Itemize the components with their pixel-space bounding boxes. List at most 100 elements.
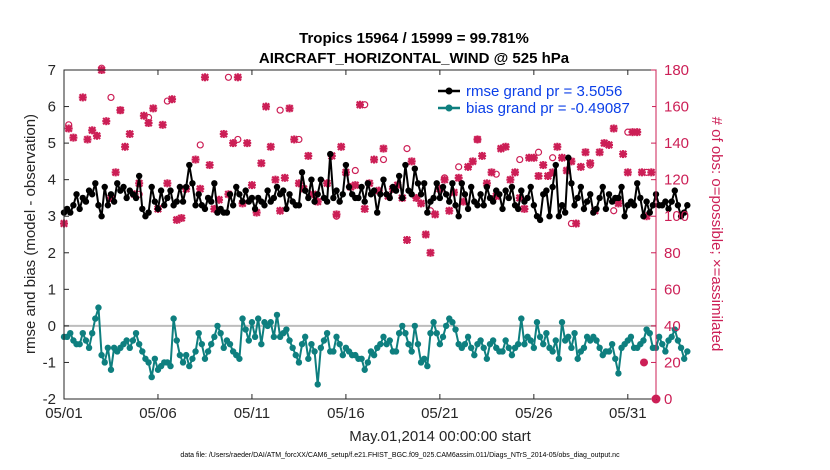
obs-assimilated-marker	[280, 173, 289, 182]
bias-point	[489, 337, 497, 344]
bias-point	[677, 344, 685, 352]
rmse-point	[186, 161, 193, 169]
rmse-point	[270, 194, 278, 202]
legend-rmse-marker-icon	[445, 87, 453, 95]
bias-point	[301, 333, 309, 341]
rmse-point	[261, 202, 268, 209]
plot-area: 05/01 05/06 05/11 05/16 05/21 05/26 05/31 -2 -1 0…	[43, 62, 691, 422]
y-tick-label: 0	[48, 318, 56, 335]
bias-point	[132, 330, 140, 337]
x-axis-label: May.01,2014 00:00:00 start	[349, 428, 531, 445]
obs-assimilated-marker	[431, 210, 440, 219]
obs-assimilated-marker	[539, 161, 548, 170]
obs-assimilated-marker	[247, 181, 256, 190]
obs-assimilated-marker	[191, 155, 200, 164]
rmse-point	[665, 205, 672, 213]
bias-point	[182, 351, 190, 359]
bias-point	[214, 322, 221, 330]
rmse-point	[173, 198, 180, 205]
obs-assimilated-marker	[576, 162, 585, 171]
obs-assimilated-marker	[553, 142, 562, 151]
bias-point	[555, 355, 563, 362]
obs-possible-marker	[492, 170, 500, 178]
axis-ticks: 05/01 05/06 05/11 05/16 05/21 05/26 05/31 -2 -1 0…	[43, 62, 689, 422]
legend-bias-marker-icon	[445, 104, 453, 112]
rmse-point	[524, 194, 531, 202]
bias-point	[305, 355, 312, 362]
rmse-point	[399, 194, 406, 202]
rmse-point	[251, 205, 259, 213]
rmse-point	[411, 165, 419, 172]
bias-point	[220, 344, 227, 352]
rmse-point	[662, 198, 669, 205]
obs-possible-marker	[276, 106, 284, 114]
x-tick-label: 05/06	[139, 405, 177, 422]
rmse-point	[95, 202, 102, 209]
bias-point	[552, 337, 559, 344]
obs-possible-marker	[163, 97, 171, 105]
y-right-tick-label: 20	[664, 354, 681, 371]
obs-assimilated-marker	[501, 142, 510, 151]
y-right-tick-label: 100	[664, 208, 689, 225]
bias-point	[593, 337, 600, 344]
y-tick-label: 1	[48, 281, 56, 298]
rmse-point	[208, 198, 215, 205]
rmse-point	[286, 191, 293, 198]
rmse-point	[135, 172, 143, 180]
rmse-point	[518, 187, 525, 194]
y-tick-label: -1	[43, 354, 56, 371]
bias-point	[549, 348, 556, 355]
bias-point	[245, 337, 253, 344]
rmse-point	[530, 202, 538, 209]
rmse-point	[574, 194, 581, 202]
rmse-point	[226, 191, 234, 198]
legend-entry-bias[interactable]: bias grand pr = -0.49087	[438, 100, 630, 117]
bias-point	[201, 355, 209, 362]
rmse-point	[110, 198, 118, 205]
bias-point	[95, 304, 102, 311]
bias-point	[217, 330, 224, 337]
obs-assimilated-marker	[407, 157, 416, 166]
rmse-point	[223, 209, 231, 216]
bias-point	[239, 315, 246, 322]
y-right-tick-label: 40	[664, 318, 681, 335]
legend-entry-rmse[interactable]: rmse grand pr = 3.5056	[438, 83, 622, 100]
bias-point	[176, 351, 184, 359]
rmse-point	[505, 194, 512, 202]
bias-point	[439, 333, 447, 341]
x-tick-label: 05/31	[609, 405, 647, 422]
bias-point	[530, 344, 538, 352]
obs-assimilated-marker	[511, 168, 520, 177]
obs-possible-marker	[107, 93, 115, 102]
obs-possible-marker	[116, 106, 124, 114]
obs-possible-marker	[224, 73, 233, 81]
obs-assimilated-marker	[196, 184, 205, 193]
rmse-point	[92, 180, 99, 187]
obs-possible-marker	[567, 219, 576, 228]
rmse-point	[211, 180, 218, 187]
bias-point	[521, 340, 528, 348]
bias-point	[255, 315, 262, 322]
obs-assimilated-marker	[421, 230, 430, 239]
obs-count-edge-marker	[640, 358, 648, 367]
rmse-point	[295, 202, 303, 209]
rmse-point	[151, 198, 159, 205]
obs-assimilated-marker	[92, 131, 101, 140]
y-right-tick-label: 140	[664, 135, 689, 152]
rmse-point	[301, 187, 309, 194]
bias-point	[236, 355, 243, 362]
bias-point	[433, 330, 440, 337]
obs-assimilated-marker	[337, 142, 346, 151]
rmse-point	[164, 194, 171, 202]
rmse-point	[671, 187, 678, 194]
bias-point	[408, 348, 415, 355]
rmse-point	[192, 202, 199, 209]
bias-point	[399, 322, 406, 330]
obs-possible-marker	[196, 141, 204, 149]
legend[interactable]: rmse grand pr = 3.5056 bias grand pr = -…	[432, 78, 652, 124]
bias-point	[452, 326, 459, 333]
rmse-point	[464, 205, 472, 213]
obs-assimilated-marker	[351, 181, 360, 190]
obs-assimilated-marker	[379, 144, 388, 153]
obs-assimilated-marker	[125, 129, 134, 138]
